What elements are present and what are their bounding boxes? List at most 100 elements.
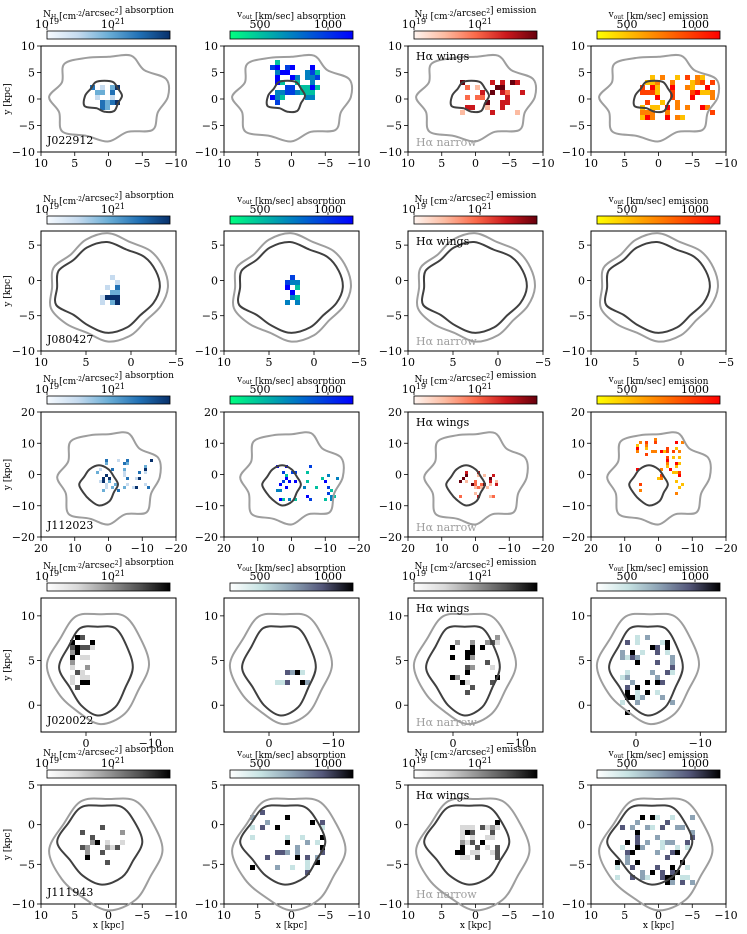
- x-tick-label: −5: [501, 157, 517, 170]
- data-pixel: [80, 655, 85, 660]
- data-pixel: [471, 483, 474, 486]
- data-pixel: [265, 820, 270, 825]
- data-pixel: [110, 95, 115, 100]
- narrow-legend: Hα narrow: [416, 521, 477, 534]
- x-tick-label: 0: [288, 157, 295, 170]
- data-pixel: [105, 462, 108, 465]
- data-pixel: [500, 80, 505, 85]
- data-pixel: [474, 486, 477, 489]
- data-pixel: [475, 845, 480, 850]
- x-tick-label: −10: [531, 157, 554, 170]
- data-pixel: [70, 640, 75, 645]
- data-pixel: [515, 110, 520, 115]
- data-pixel: [265, 855, 270, 860]
- data-pixel: [495, 635, 500, 640]
- data-pixel: [675, 480, 678, 483]
- data-pixel: [276, 489, 279, 492]
- data-pixel: [294, 498, 297, 501]
- y-axis-label: y [kpc]: [3, 649, 13, 681]
- data-pixel: [625, 695, 630, 700]
- data-pixel: [85, 680, 90, 685]
- data-pixel: [477, 486, 480, 489]
- x-tick-label: −10: [714, 157, 737, 170]
- data-pixel: [282, 471, 285, 474]
- data-pixel: [654, 438, 657, 441]
- data-pixel: [670, 660, 675, 665]
- data-pixel: [485, 105, 490, 110]
- colorbar-title: NH [cm-2/arcsec2] emission: [415, 191, 537, 207]
- contour-wings: [239, 804, 327, 886]
- data-pixel: [105, 860, 110, 865]
- data-pixel: [650, 670, 655, 675]
- data-pixel: [270, 65, 275, 70]
- data-pixel: [510, 80, 515, 85]
- data-pixel: [115, 845, 120, 850]
- data-pixel: [465, 670, 470, 675]
- colorbar: [596, 395, 721, 405]
- data-pixel: [670, 670, 675, 675]
- data-pixel: [665, 820, 670, 825]
- data-pixel: [99, 480, 102, 483]
- plot-frame: [223, 597, 360, 733]
- contour-narrow: [48, 797, 164, 912]
- data-pixel: [630, 680, 635, 685]
- x-tick-label: −20: [347, 542, 370, 555]
- data-pixel: [669, 468, 672, 471]
- y-tick-label: 5: [28, 655, 35, 668]
- data-pixel: [75, 670, 80, 675]
- data-pixel: [500, 100, 505, 105]
- colorbar-tick-label: 1000: [681, 757, 709, 770]
- x-tick-label: −5: [134, 157, 150, 170]
- x-tick-label: 20: [401, 542, 415, 555]
- data-pixel: [650, 870, 655, 875]
- data-pixel: [80, 675, 85, 680]
- data-pixel: [465, 680, 470, 685]
- data-pixel: [275, 865, 280, 870]
- colorbar-tick-label: 500: [617, 383, 638, 396]
- colorbar-tick-label: 1019: [402, 17, 426, 31]
- data-pixel: [132, 486, 135, 489]
- data-pixel: [625, 685, 630, 690]
- y-tick-label: −10: [379, 898, 402, 911]
- contour-narrow: [423, 431, 529, 526]
- data-pixel: [625, 655, 630, 660]
- y-tick-label: −10: [379, 345, 402, 358]
- data-pixel: [120, 830, 125, 835]
- data-pixel: [105, 459, 108, 462]
- data-pixel: [655, 105, 660, 110]
- y-tick-label: 10: [21, 437, 35, 450]
- contour-wings: [628, 464, 669, 507]
- colorbar-tick-label: 1019: [35, 17, 59, 31]
- data-pixel: [85, 855, 90, 860]
- data-pixel: [675, 492, 678, 495]
- data-pixel: [460, 835, 465, 840]
- data-pixel: [321, 477, 324, 480]
- x-tick-label: 10: [618, 542, 632, 555]
- data-pixel: [306, 471, 309, 474]
- x-tick-label: 10: [584, 356, 598, 369]
- y-tick-label: −10: [195, 146, 218, 159]
- data-pixel: [105, 840, 110, 845]
- y-tick-label: 10: [388, 40, 402, 53]
- data-pixel: [490, 830, 495, 835]
- data-pixel: [690, 85, 695, 90]
- data-pixel: [636, 444, 639, 447]
- data-pixel: [275, 70, 280, 75]
- data-pixel: [305, 70, 310, 75]
- data-pixel: [475, 855, 480, 860]
- data-pixel: [645, 447, 648, 450]
- y-tick-label: 5: [28, 779, 35, 792]
- data-pixel: [250, 865, 255, 870]
- contour-wings: [241, 625, 317, 717]
- data-pixel: [485, 100, 490, 105]
- data-pixel: [635, 700, 640, 705]
- data-pixel: [635, 690, 640, 695]
- contour-narrow: [599, 232, 719, 343]
- data-pixel: [305, 865, 310, 870]
- galaxy-label: J022912: [46, 134, 93, 147]
- colorbar-tick-label: 1000: [314, 203, 342, 216]
- colorbar-tick-label: 1021: [468, 756, 492, 770]
- data-pixel: [490, 680, 495, 685]
